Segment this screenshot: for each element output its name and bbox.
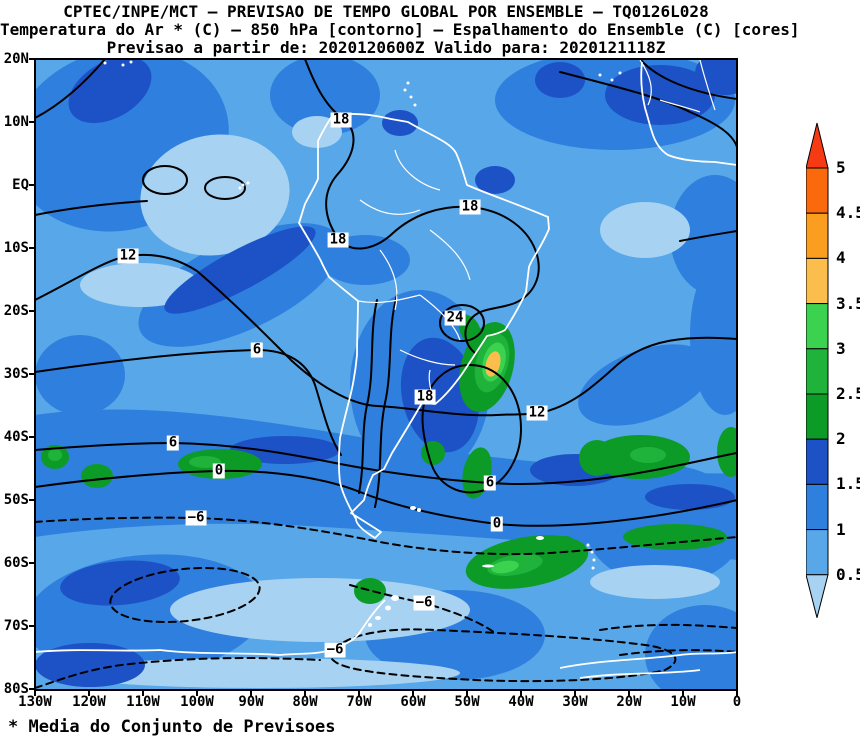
axis-ticks: [29, 58, 738, 696]
x-axis-tick-label: 120W: [72, 694, 106, 710]
y-axis-tick-label: EQ: [12, 177, 29, 193]
chart-header: CPTEC/INPE/MCT – PREVISAO DE TEMPO GLOBA…: [0, 2, 800, 57]
x-axis-tick-label: 20W: [616, 694, 642, 710]
y-axis-tick-label: 20S: [3, 303, 29, 319]
x-axis-tick-label: 30W: [562, 694, 588, 710]
colorbar-level-label: 0.5: [836, 564, 860, 584]
title-line-1: CPTEC/INPE/MCT – PREVISAO DE TEMPO GLOBA…: [63, 2, 709, 21]
colorbar-level-label: 2.5: [836, 384, 860, 403]
x-axis-tick-label: 10W: [670, 694, 696, 710]
contour-lines: [35, 59, 737, 689]
x-axis-tick-label: 70W: [346, 694, 372, 710]
y-axis-tick-label: 30S: [3, 366, 29, 382]
colorbar-level-label: 4.5: [836, 203, 860, 223]
x-axis-tick-label: 40W: [508, 694, 534, 710]
colorbar-level-label: 1: [836, 519, 846, 539]
y-axis-tick-label: 80S: [3, 681, 29, 697]
map-shading: [35, 59, 737, 690]
x-axis-tick-label: 100W: [180, 694, 214, 710]
footnote: * Media do Conjunto de Previsoes: [8, 717, 336, 737]
x-axis-tick-label: 90W: [238, 694, 264, 710]
coastlines: [35, 59, 737, 679]
forecast-map: [29, 58, 738, 696]
y-axis-tick-label: 70S: [3, 618, 29, 634]
x-axis-tick-label: 50W: [454, 694, 480, 710]
y-axis-tick-label: 10N: [3, 114, 29, 130]
colorbar: [806, 122, 829, 618]
negative-contour-lines: [35, 516, 737, 689]
colorbar-level-label: 4: [836, 248, 846, 268]
colorbar-level-label: 3: [836, 338, 846, 358]
colorbar-level-label: 3.5: [836, 293, 860, 313]
x-axis-tick-label: 80W: [292, 694, 318, 710]
colorbar-level-label: 2: [836, 429, 846, 449]
x-axis-tick-label: 60W: [400, 694, 426, 710]
title-line-3: Previsao a partir de: 2020120600Z Valido…: [106, 38, 666, 57]
islands: [103, 60, 622, 627]
y-axis-tick-label: 60S: [3, 555, 29, 571]
colorbar-level-label: 5: [836, 158, 846, 177]
south-america-coastline: [298, 112, 550, 539]
antarctica-coastline: [35, 649, 331, 656]
x-axis-tick-label: 130W: [18, 694, 52, 710]
y-axis-tick-label: 20N: [3, 51, 29, 67]
title-line-2: Temperatura do Ar * (C) – 850 hPa [conto…: [0, 20, 800, 39]
x-axis-tick-label: 110W: [126, 694, 160, 710]
colorbar-level-label: 1.5: [836, 474, 860, 494]
y-axis-tick-label: 40S: [3, 429, 29, 445]
y-axis-tick-label: 10S: [3, 240, 29, 256]
africa-coastline: [640, 61, 737, 166]
x-axis-tick-label: 0: [732, 694, 742, 710]
y-axis-tick-label: 50S: [3, 492, 29, 508]
